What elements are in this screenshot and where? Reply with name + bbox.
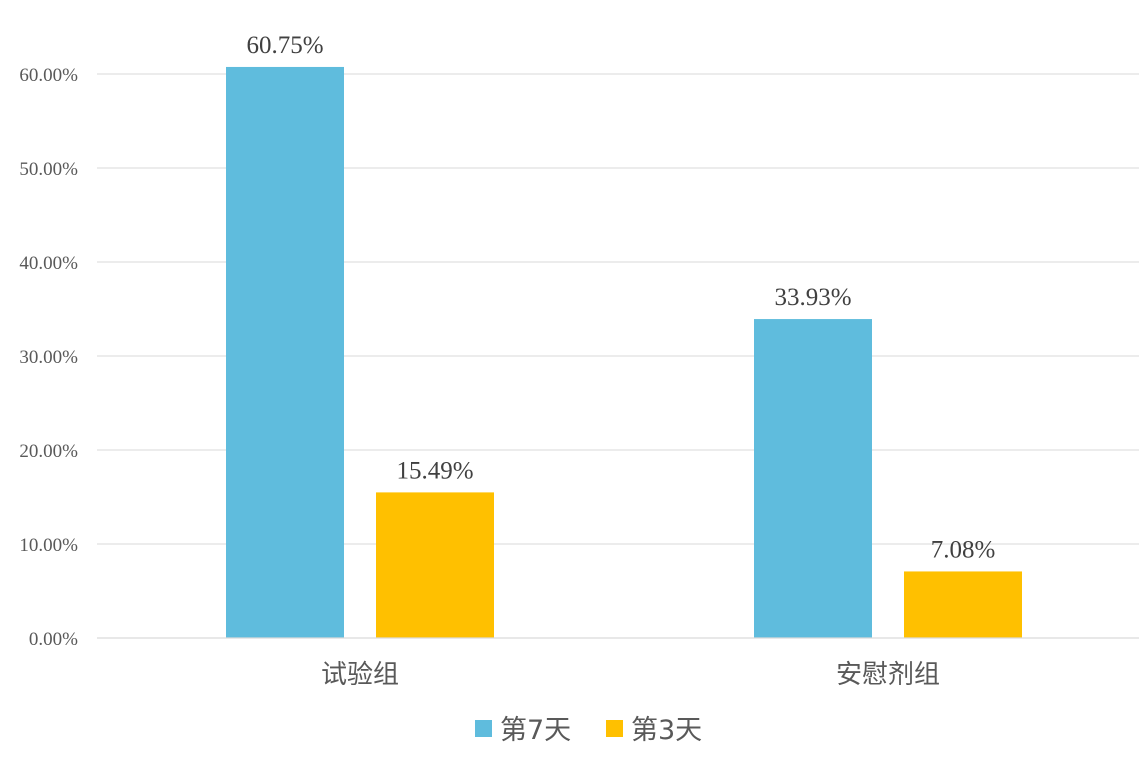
x-axis-categories: 试验组 安慰剂组 bbox=[321, 660, 940, 690]
data-label: 15.49% bbox=[396, 457, 473, 484]
bar bbox=[376, 492, 494, 638]
legend-label: 第7天 bbox=[500, 715, 571, 746]
y-tick-label: 40.00% bbox=[19, 253, 78, 274]
y-tick-label: 20.00% bbox=[19, 441, 78, 462]
data-label: 60.75% bbox=[246, 32, 323, 59]
bars bbox=[226, 66, 1022, 638]
bar bbox=[754, 319, 872, 638]
y-tick-label: 0.00% bbox=[29, 629, 78, 650]
bar bbox=[904, 571, 1022, 638]
legend: 第7天 第3天 bbox=[475, 715, 702, 746]
legend-swatch bbox=[475, 720, 492, 737]
data-label: 33.93% bbox=[774, 284, 851, 311]
legend-swatch bbox=[606, 720, 623, 737]
data-labels: 60.75% 15.49% 33.93% 7.08% bbox=[246, 32, 995, 563]
y-axis-ticks: 0.00% 10.00% 20.00% 30.00% 40.00% 50.00% 60.00… bbox=[19, 65, 78, 650]
y-tick-label: 50.00% bbox=[19, 159, 78, 180]
category-label: 试验组 bbox=[321, 660, 399, 690]
category-label: 安慰剂组 bbox=[836, 660, 940, 690]
bar bbox=[226, 66, 344, 638]
y-tick-label: 60.00% bbox=[19, 65, 78, 86]
y-tick-label: 30.00% bbox=[19, 347, 78, 368]
data-label: 7.08% bbox=[931, 536, 996, 563]
y-tick-label: 10.00% bbox=[19, 535, 78, 556]
legend-label: 第3天 bbox=[631, 715, 702, 746]
